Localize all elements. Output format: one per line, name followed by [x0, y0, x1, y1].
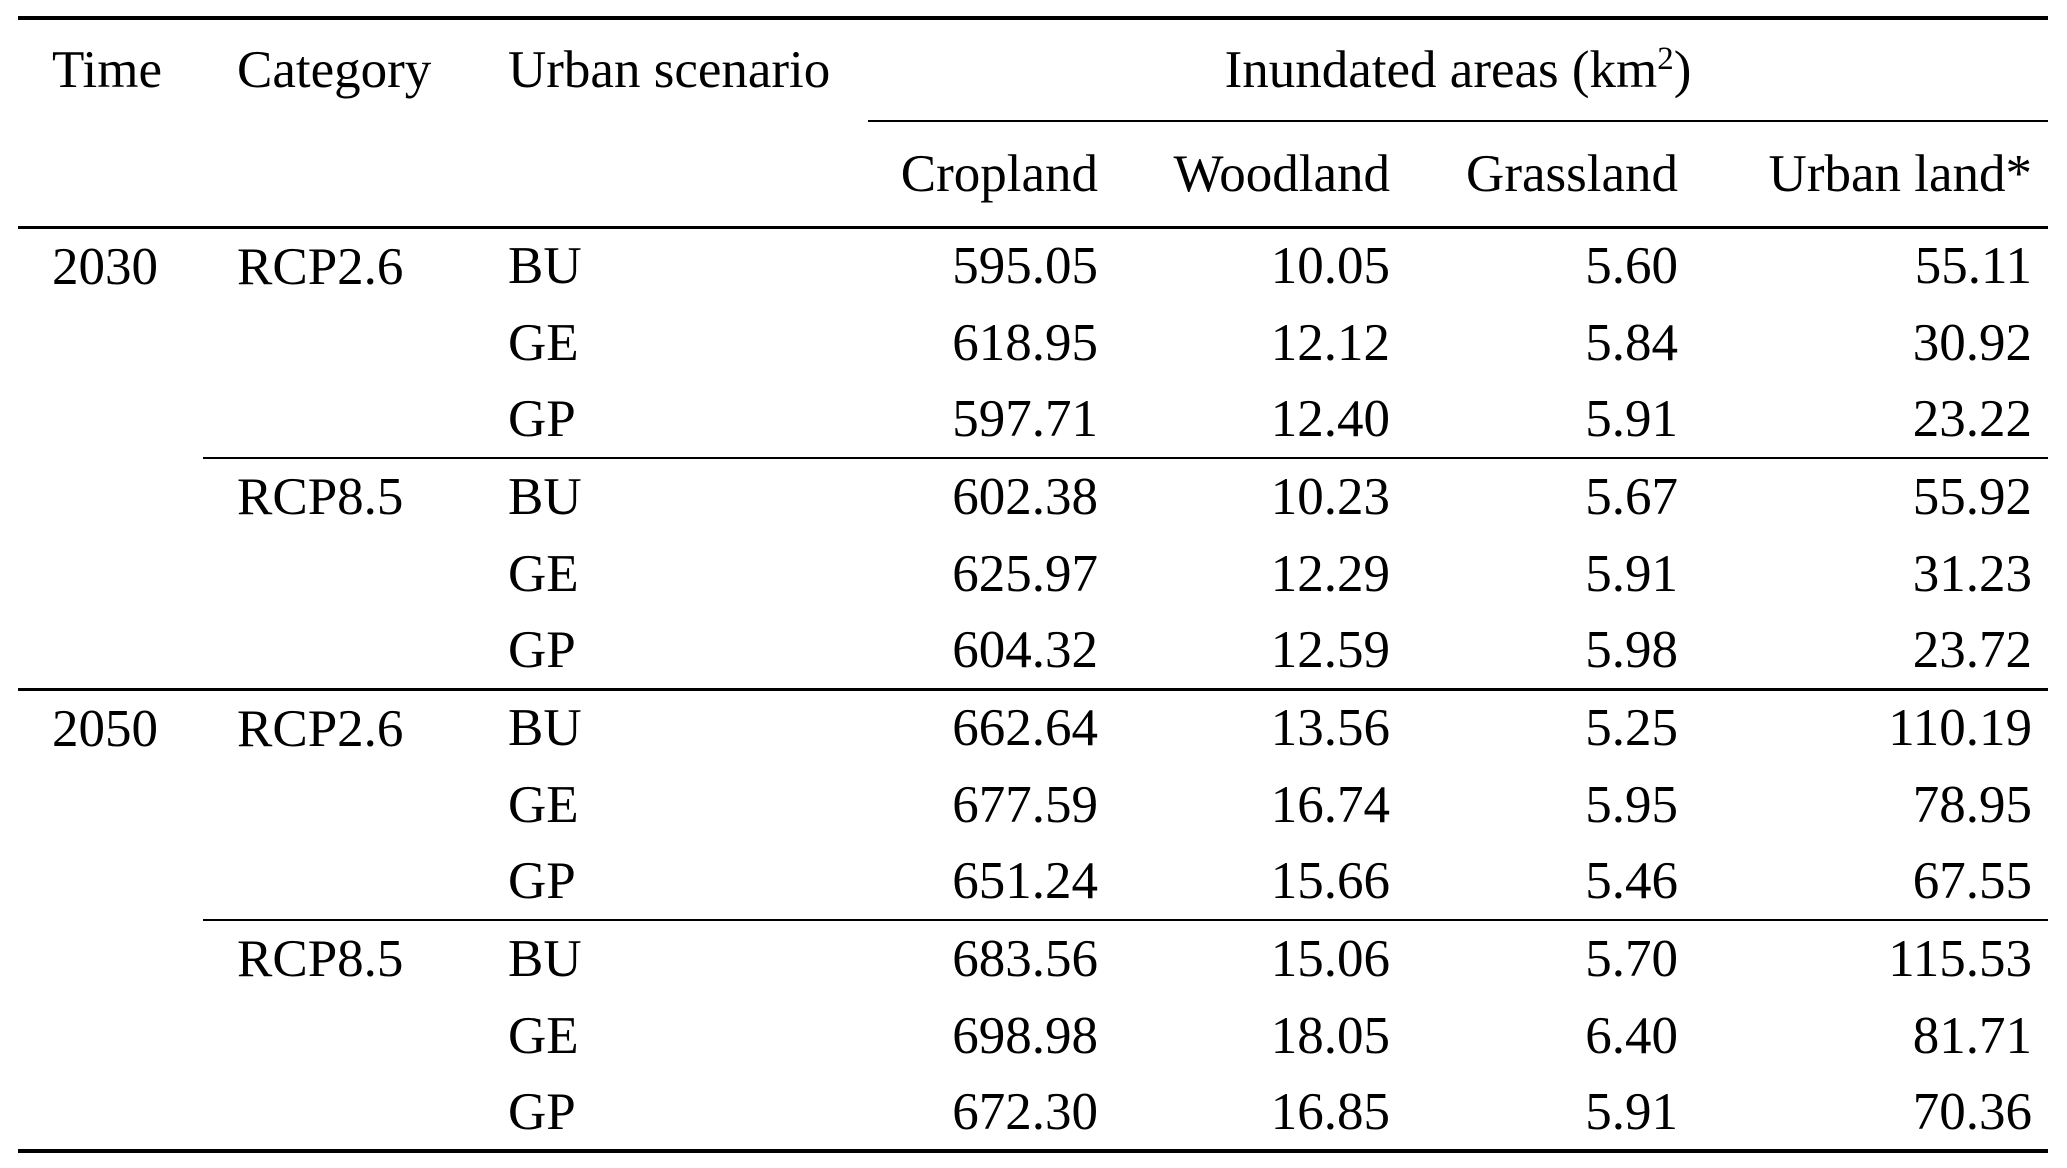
cell-cropland: 602.38	[952, 468, 1098, 526]
table-row: GE 698.98 18.05 6.40 81.71	[18, 997, 2048, 1074]
header-row-top: Time Category Urban scenario Inundated a…	[18, 18, 2048, 229]
cell-grassland: 6.40	[1585, 1006, 1678, 1065]
cell-grassland: 5.25	[1585, 699, 1678, 758]
table-row: GE 625.97 12.29 5.91 31.23	[18, 535, 2048, 612]
cell-woodland: 10.23	[1270, 468, 1390, 526]
cell-scenario: GE	[508, 775, 579, 834]
cell-urban-land: 115.53	[1888, 930, 2032, 988]
cell-cropland: 672.30	[952, 1082, 1098, 1141]
table-row: 2050 RCP2.6 BU 662.64 13.56 5.25 110.19	[18, 689, 2048, 921]
col-header-grassland: Grassland	[1398, 121, 1686, 229]
cell-grassland: 5.98	[1398, 612, 1686, 691]
cell-grassland: 5.46	[1398, 843, 1686, 921]
cell-urban-land: 23.72	[1686, 612, 2048, 691]
cell-urban-land: 110.19	[1888, 699, 2032, 758]
cell-woodland: 12.12	[1270, 313, 1390, 372]
cell-urban-land: 67.55	[1686, 843, 2048, 921]
table-row: GE 618.95 12.12 5.84 30.92	[18, 304, 2048, 381]
table-row: GE 677.59 16.74 5.95 78.95	[18, 766, 2048, 843]
inundated-areas-table: Time Category Urban scenario Inundated a…	[18, 16, 2048, 1153]
inundated-areas-label: Inundated areas (km	[1224, 41, 1658, 99]
cell-scenario: BU	[508, 699, 582, 758]
cell-urban-land: 31.23	[1912, 544, 2032, 603]
cell-woodland: 15.06	[1270, 930, 1390, 988]
cell-woodland: 18.05	[1270, 1006, 1390, 1065]
col-header-category: Category	[203, 18, 488, 229]
col-header-urban-land: Urban land*	[1686, 121, 2048, 229]
table-row: 2030 RCP2.6 BU 595.05 10.05 5.60 55.11	[18, 227, 2048, 691]
cell-scenario: GP	[508, 1082, 576, 1141]
col-header-time: Time	[18, 18, 203, 229]
cell-cropland: 625.97	[952, 544, 1098, 603]
col-header-cropland: Cropland	[868, 121, 1103, 229]
cell-cropland: 662.64	[952, 699, 1098, 758]
cell-cropland: 597.71	[868, 381, 1103, 459]
cell-category-rcp85: RCP8.5	[203, 458, 488, 691]
table-row: RCP8.5 BU 602.38 10.23 5.67 55.92	[18, 458, 2048, 691]
cell-urban-land: 70.36	[1912, 1082, 2032, 1141]
cell-woodland: 15.66	[1103, 843, 1398, 921]
cell-scenario: GP	[488, 381, 868, 459]
cell-grassland: 5.84	[1585, 313, 1678, 372]
cell-woodland: 13.56	[1270, 699, 1390, 758]
cell-cropland: 604.32	[868, 612, 1103, 691]
cell-cropland: 683.56	[952, 930, 1098, 988]
cell-cropland: 651.24	[868, 843, 1103, 921]
cell-time-2050: 2050	[52, 699, 158, 758]
cell-scenario: BU	[508, 237, 582, 296]
table-header: Time Category Urban scenario Inundated a…	[18, 18, 2048, 229]
cell-scenario: GP	[488, 843, 868, 921]
col-header-inundated-areas: Inundated areas (km2)	[868, 18, 2048, 122]
cell-cropland: 677.59	[952, 775, 1098, 834]
cell-time-2030: 2030	[18, 227, 203, 691]
col-header-urban-scenario: Urban scenario	[488, 18, 868, 229]
cell-woodland: 10.05	[1270, 237, 1390, 296]
cell-grassland: 5.67	[1585, 468, 1678, 526]
cell-scenario: BU	[508, 930, 582, 988]
table-row: GP 604.32 12.59 5.98 23.72	[18, 612, 2048, 691]
cell-category-rcp85: RCP8.5	[237, 930, 404, 988]
cell-urban-land: 78.95	[1912, 775, 2032, 834]
cell-cropland: 698.98	[952, 1006, 1098, 1065]
table-body: 2030 RCP2.6 BU 595.05 10.05 5.60 55.11 G…	[18, 227, 2048, 1151]
cell-cropland: 618.95	[952, 313, 1098, 372]
cell-scenario: GE	[508, 1006, 579, 1065]
cell-woodland: 12.40	[1103, 381, 1398, 459]
header-row-sub: Cropland Woodland Grassland Urban land*	[18, 121, 2048, 229]
cell-grassland: 5.70	[1585, 930, 1678, 988]
cell-category-rcp26: RCP2.6	[203, 227, 488, 459]
cell-grassland: 5.91	[1585, 1082, 1678, 1141]
cell-woodland: 12.59	[1103, 612, 1398, 691]
col-header-woodland: Woodland	[1103, 121, 1398, 229]
cell-grassland: 5.95	[1585, 775, 1678, 834]
cell-urban-land: 55.92	[1912, 468, 2032, 526]
cell-scenario: GP	[488, 612, 868, 691]
cell-woodland: 12.29	[1270, 544, 1390, 603]
cell-scenario: GE	[508, 313, 579, 372]
table-row: RCP8.5 BU 683.56 15.06 5.70 115.53	[18, 920, 2048, 997]
cell-cropland: 595.05	[952, 237, 1098, 296]
cell-scenario: GE	[508, 544, 579, 603]
cell-grassland: 5.91	[1398, 381, 1686, 459]
table-row: GP 672.30 16.85 5.91 70.36	[18, 1074, 2048, 1151]
inundated-areas-label-close: )	[1673, 41, 1692, 99]
cell-urban-land: 81.71	[1912, 1006, 2032, 1065]
superscript-2: 2	[1657, 40, 1674, 77]
cell-urban-land: 55.11	[1914, 237, 2032, 296]
cell-grassland: 5.60	[1585, 237, 1678, 296]
cell-woodland: 16.74	[1270, 775, 1390, 834]
cell-scenario: BU	[508, 468, 582, 526]
cell-urban-land: 30.92	[1912, 313, 2032, 372]
cell-grassland: 5.91	[1585, 544, 1678, 603]
cell-woodland: 16.85	[1270, 1082, 1390, 1141]
table-row: GP 597.71 12.40 5.91 23.22	[18, 381, 2048, 459]
table-row: GP 651.24 15.66 5.46 67.55	[18, 843, 2048, 921]
cell-category-rcp26: RCP2.6	[203, 689, 488, 921]
cell-urban-land: 23.22	[1686, 381, 2048, 459]
